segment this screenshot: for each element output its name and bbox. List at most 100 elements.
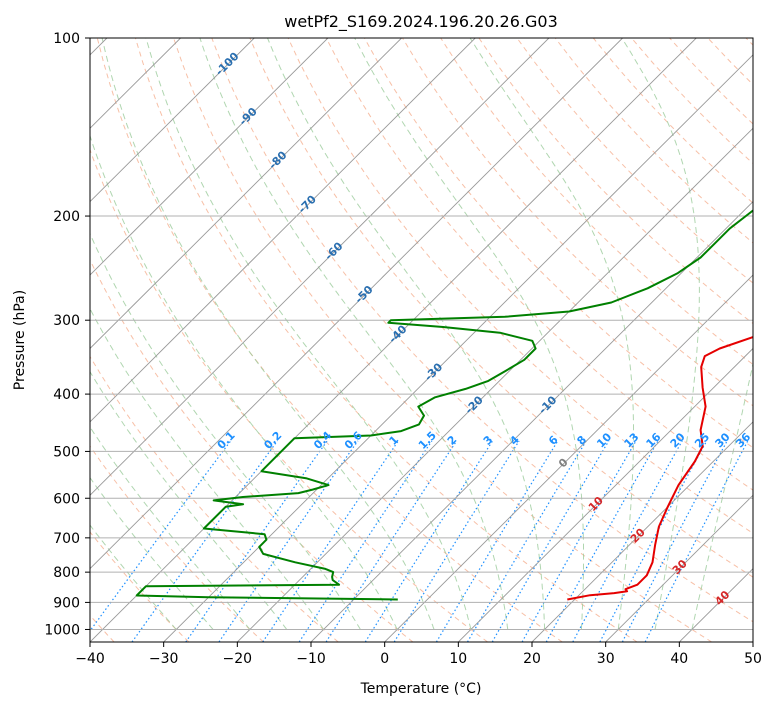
dewpoint-profile <box>135 209 753 601</box>
isotherm-label: -90 <box>237 105 260 128</box>
mixing-ratio-line <box>435 440 559 642</box>
dry-adiabat <box>96 38 563 642</box>
dry-adiabat <box>440 38 753 366</box>
isotherms <box>90 38 753 642</box>
mixing-ratio-line <box>298 440 433 642</box>
y-tick-label: 500 <box>53 444 80 460</box>
y-tick-label: 100 <box>53 31 80 47</box>
dry-adiabat <box>211 38 753 623</box>
isotherm-label: -10 <box>536 393 559 416</box>
x-axis-label: Temperature (°C) <box>360 681 482 697</box>
moist-adiabats <box>90 38 753 630</box>
mixing-ratio-label: 0.2 <box>261 429 284 452</box>
isotherm <box>163 54 753 642</box>
moist-adiabat <box>354 38 584 630</box>
mixing-ratio-line <box>131 440 278 642</box>
mixing-ratio-label: 6 <box>546 433 561 448</box>
x-tick-label: 50 <box>744 651 762 667</box>
plot-area: -100-90-80-70-60-50-40-30-20 -10010203040… <box>90 38 753 642</box>
isotherm <box>90 38 255 203</box>
x-tick-label: 20 <box>523 651 541 667</box>
moist-adiabat <box>90 134 398 630</box>
pressure-gridlines <box>90 38 753 630</box>
isotherm <box>90 38 476 423</box>
y-tick-label: 300 <box>53 313 80 329</box>
moist-adiabat <box>469 38 634 630</box>
moist-adiabat <box>90 370 288 630</box>
mixing-ratio-line <box>325 440 458 642</box>
mixing-ratio-label: 20 <box>668 430 688 450</box>
mixing-ratio-line <box>218 440 359 642</box>
x-tick-label: −40 <box>75 651 105 667</box>
isotherm-label: -70 <box>296 193 319 216</box>
dry-adiabat <box>592 38 753 204</box>
x-tick-label: −20 <box>223 651 253 667</box>
dry-adiabat <box>90 531 190 642</box>
isotherm <box>90 38 550 496</box>
isotherm <box>531 421 753 642</box>
mixing-ratio-label: 0.4 <box>311 429 334 452</box>
axes: −40 −30 −20 −10 0 10 20 30 40 5010020030040050060… <box>44 31 762 667</box>
moist-adiabat <box>90 524 177 630</box>
isotherm <box>90 38 623 570</box>
y-tick-label: 1000 <box>44 623 80 639</box>
moist-adiabat <box>267 38 546 630</box>
isotherm-label: -100 <box>213 49 242 78</box>
dry-adiabat <box>173 38 712 642</box>
isotherm <box>90 38 697 642</box>
mixing-ratio-label: 1 <box>387 433 402 448</box>
moist-adiabat <box>90 476 214 630</box>
mixing-ratio-label: 4 <box>507 433 522 448</box>
profiles <box>135 209 753 601</box>
mixing-ratio-line <box>393 440 520 642</box>
isotherm <box>384 274 753 642</box>
dry-adiabat <box>90 355 339 642</box>
mixing-ratio-label: 8 <box>574 433 589 448</box>
isotherm <box>752 641 753 642</box>
dry-adiabats <box>90 38 753 642</box>
isotherm <box>90 38 329 276</box>
isotherm-label: 40 <box>712 588 732 608</box>
mixing-ratio-line <box>262 440 399 642</box>
dry-adiabat <box>402 38 753 407</box>
mixing-ratio-label: 0.6 <box>342 429 365 452</box>
isotherm-label: -30 <box>422 360 445 383</box>
mixing-ratio-label: 25 <box>692 430 712 450</box>
x-tick-label: 30 <box>597 651 615 667</box>
mixing-ratio-line <box>521 440 637 642</box>
mixing-ratio-line <box>644 440 749 642</box>
moist-adiabat <box>691 361 753 630</box>
isotherm-label: -80 <box>266 148 289 171</box>
moist-adiabat <box>621 38 700 630</box>
mixing-ratio-line <box>545 440 659 642</box>
isotherm-label: -60 <box>322 239 345 262</box>
x-tick-label: 40 <box>670 651 688 667</box>
dry-adiabat <box>90 148 488 642</box>
y-tick-label: 600 <box>53 491 80 507</box>
isotherm-label: 10 <box>586 494 606 514</box>
mixing-ratio-label: 16 <box>644 430 664 450</box>
moist-adiabat <box>90 426 251 630</box>
isotherm-label: 30 <box>670 557 690 577</box>
moist-adiabat <box>90 232 361 630</box>
y-tick-label: 900 <box>53 595 80 611</box>
mixing-ratio-line <box>90 440 232 632</box>
y-tick-label: 200 <box>53 209 80 225</box>
dry-adiabat <box>516 38 753 284</box>
mixing-ratio-line <box>364 440 494 642</box>
mixing-ratio-line <box>466 440 587 642</box>
moist-adiabat <box>101 38 435 630</box>
x-tick-label: −30 <box>149 651 179 667</box>
temperature-profile <box>567 335 753 601</box>
isotherm <box>679 567 753 642</box>
mixing-ratio-line <box>491 440 610 642</box>
dry-adiabat <box>249 38 753 578</box>
moist-adiabat <box>90 307 325 630</box>
mixing-ratio-label: 1.5 <box>416 429 439 452</box>
isotherm <box>605 494 753 642</box>
isotherm-label: 20 <box>628 525 648 545</box>
x-tick-label: 0 <box>380 651 389 667</box>
mixing-ratio-label: 13 <box>622 430 642 450</box>
isotherm-label: -50 <box>352 283 375 306</box>
isotherm <box>310 201 753 642</box>
